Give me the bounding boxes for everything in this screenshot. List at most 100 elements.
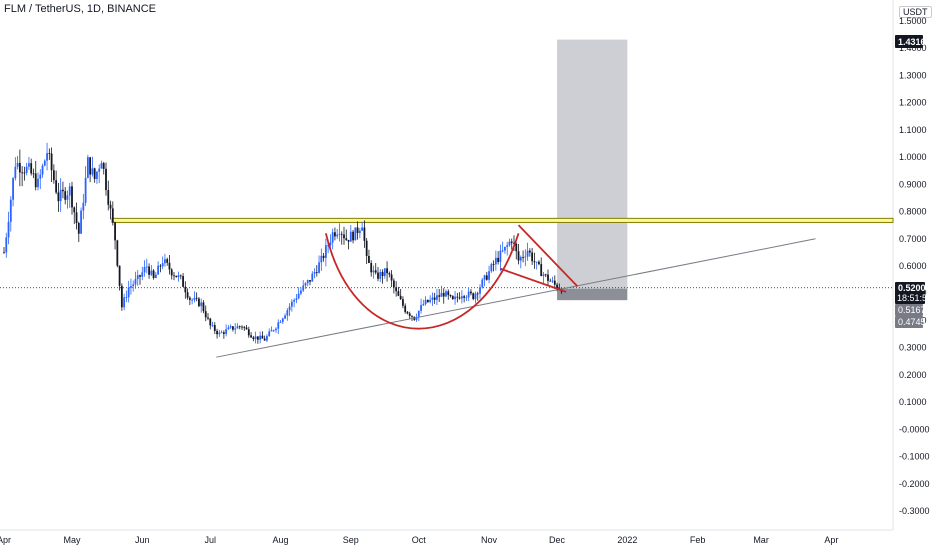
candle-body xyxy=(170,269,173,276)
price-axis[interactable]: 1.5000 1.4000 1.3000 1.2000 1.1000 1.0000 0.90… xyxy=(899,16,930,516)
candle-body xyxy=(281,318,284,323)
candle-body xyxy=(177,275,180,278)
candle-body xyxy=(259,335,262,340)
candle-body xyxy=(39,174,42,179)
price-tick-label: 1.1000 xyxy=(899,125,927,135)
currency-label[interactable]: USDT xyxy=(899,6,932,18)
time-tick-label: Nov xyxy=(481,535,498,545)
candle-body xyxy=(37,178,39,188)
candle-body xyxy=(288,306,291,311)
candle-body xyxy=(105,168,107,191)
time-tick-label: May xyxy=(63,535,81,545)
candle-body xyxy=(506,245,509,247)
candle-body xyxy=(361,227,364,231)
candle-body xyxy=(320,255,323,263)
candle-body xyxy=(175,275,178,278)
candles xyxy=(3,142,563,344)
candle-body xyxy=(263,338,266,341)
candle-body xyxy=(358,230,361,233)
candle-body xyxy=(48,153,51,154)
candle-body xyxy=(549,280,552,282)
ascending-trendline xyxy=(216,238,816,358)
candle-body xyxy=(82,202,85,211)
candle-body xyxy=(451,296,454,300)
candle-body xyxy=(522,257,524,258)
candle-body xyxy=(485,275,488,280)
target-price-tag: 1.4316 xyxy=(895,35,926,48)
candle-body xyxy=(16,162,19,167)
time-tick-label: Jun xyxy=(135,535,150,545)
candle-body xyxy=(134,279,137,285)
candle-body xyxy=(442,292,445,297)
candle-body xyxy=(188,297,191,300)
candle-body xyxy=(402,299,404,306)
candle-body xyxy=(12,178,14,200)
candle-body xyxy=(202,302,205,312)
candle-body xyxy=(266,336,268,341)
price-tick-label: 0.1000 xyxy=(899,397,927,407)
candle-body xyxy=(73,207,76,213)
candle-body xyxy=(222,332,225,334)
candle-body xyxy=(41,165,44,175)
candle-body xyxy=(270,330,273,332)
candle-body xyxy=(152,270,155,279)
candle-body xyxy=(336,234,339,237)
candle-body xyxy=(426,299,429,303)
candle-body xyxy=(141,272,144,277)
time-tick-label: Apr xyxy=(0,535,11,545)
price-tick-label: 0.7000 xyxy=(899,234,927,244)
candle-body xyxy=(551,280,554,282)
price-tick-label: 0.9000 xyxy=(899,179,927,189)
candle-body xyxy=(234,328,237,330)
candle-body xyxy=(504,246,506,251)
candle-body xyxy=(465,297,468,299)
candle-body xyxy=(436,295,438,300)
price-tick-label: -0.1000 xyxy=(899,452,930,462)
candle-body xyxy=(431,297,434,300)
candle-body xyxy=(343,234,345,239)
candle-body xyxy=(96,171,98,179)
candle-body xyxy=(229,326,232,328)
candle-body xyxy=(268,331,271,337)
candle-body xyxy=(538,261,540,265)
trade-zones xyxy=(0,39,894,301)
candle-body xyxy=(424,299,427,305)
candle-body xyxy=(213,325,216,331)
candle-body xyxy=(381,271,384,276)
price-tick-label: 1.5000 xyxy=(899,16,927,26)
price-tick-label: 1.2000 xyxy=(899,98,927,108)
candle-body xyxy=(154,274,157,279)
candle-body xyxy=(84,177,87,203)
candle-body xyxy=(114,222,116,241)
candle-body xyxy=(370,263,373,273)
candle-body xyxy=(386,268,388,274)
candle-body xyxy=(191,299,194,301)
candle-body xyxy=(372,270,375,273)
candle-body xyxy=(143,266,146,273)
candle-body xyxy=(411,315,413,317)
candle-body xyxy=(454,296,456,300)
candle-body xyxy=(338,233,341,235)
candle-body xyxy=(497,257,500,262)
candle-body xyxy=(43,160,46,166)
candle-body xyxy=(513,242,515,244)
candle-body xyxy=(241,326,243,328)
candle-body xyxy=(232,326,234,330)
time-tick-label: Feb xyxy=(690,535,706,545)
candle-body xyxy=(345,238,348,240)
candle-body xyxy=(247,329,250,336)
price-tick-label: -0.3000 xyxy=(899,506,930,516)
candle-body xyxy=(250,335,252,338)
candle-body xyxy=(5,237,8,253)
candle-body xyxy=(383,268,386,276)
candle-body xyxy=(474,293,477,299)
candle-body xyxy=(508,241,511,246)
price-tick-label: 0.8000 xyxy=(899,207,927,217)
price-tick-label: 0.6000 xyxy=(899,261,927,271)
candle-body xyxy=(200,302,203,307)
candle-body xyxy=(150,270,153,275)
candle-body xyxy=(57,192,60,202)
candle-body xyxy=(66,195,69,200)
time-axis[interactable]: Apr May Jun Jul Aug Sep Oct Nov Dec 2022 Feb Mar Apr xyxy=(0,535,838,545)
